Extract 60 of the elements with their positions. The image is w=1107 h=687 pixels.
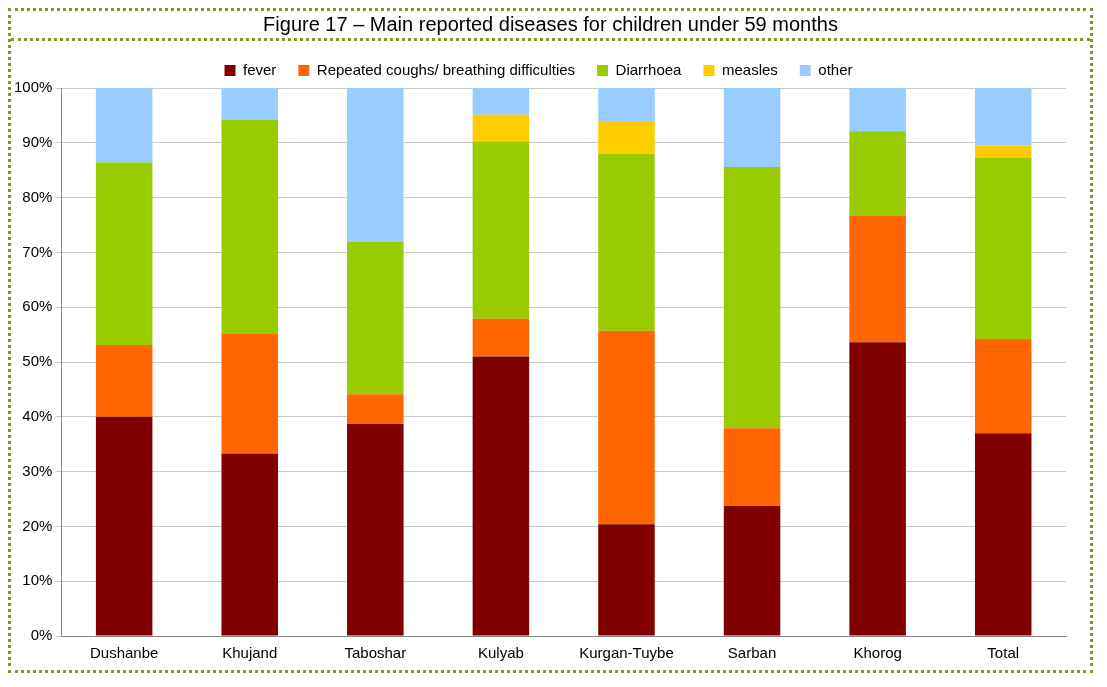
x-tick-label: Kulyab (477, 644, 524, 662)
y-tick-label: 0% (30, 626, 53, 644)
y-tick-label: 30% (22, 461, 53, 479)
bar (472, 318, 530, 357)
legend-label: Repeated coughs/ breathing difficulties (316, 60, 576, 78)
bar (221, 88, 278, 120)
bar (221, 119, 278, 335)
bar (849, 342, 906, 636)
bar (849, 131, 906, 216)
y-tick-label: 60% (22, 297, 53, 315)
bar (472, 356, 530, 636)
bar (347, 423, 404, 636)
y-tick-label: 100% (13, 78, 53, 96)
y-tick-label: 20% (22, 516, 53, 534)
bar (974, 433, 1032, 636)
bar (974, 88, 1032, 146)
bar (598, 153, 655, 331)
bar (974, 338, 1032, 434)
x-tick-label: Dushanbe (89, 644, 159, 662)
bar (974, 157, 1032, 339)
bar (723, 506, 781, 636)
legend-label: other (818, 60, 853, 78)
legend-label: measles (721, 60, 778, 78)
bar (598, 120, 655, 154)
bar (598, 88, 655, 121)
bar (95, 88, 153, 163)
bar (347, 88, 404, 242)
y-tick-label: 80% (22, 187, 53, 205)
bar (347, 241, 404, 395)
x-tick-label: Khujand (222, 644, 278, 662)
y-tick-label: 10% (22, 571, 53, 589)
bar (95, 416, 153, 636)
bar (723, 428, 781, 507)
bar (723, 88, 781, 167)
y-tick-label: 70% (22, 242, 53, 260)
bar (221, 453, 278, 636)
y-tick-label: 90% (22, 132, 53, 150)
bar (472, 141, 530, 319)
bar (849, 88, 906, 132)
y-tick-label: 50% (22, 352, 53, 370)
bar (598, 524, 655, 636)
bar (849, 215, 906, 343)
chart-title: Figure 17 – Main reported diseases for children under 59 months (11, 11, 1090, 41)
x-tick-label: Sarban (727, 644, 777, 662)
bar (598, 330, 655, 525)
bar (221, 334, 278, 454)
bar (472, 88, 530, 115)
bar (95, 345, 153, 417)
x-tick-label: Kurgan-Tuybe (579, 644, 674, 662)
bar (723, 166, 781, 429)
bar (95, 162, 153, 346)
legend-label: fever (243, 60, 277, 78)
bar (974, 145, 1032, 158)
x-tick-label: Total (987, 644, 1020, 662)
legend-label: Diarrhoea (615, 60, 683, 78)
x-tick-label: Taboshar (344, 644, 407, 662)
bar (347, 394, 404, 424)
bar (472, 114, 530, 142)
x-tick-label: Khorog (853, 644, 902, 662)
y-tick-label: 40% (22, 406, 53, 424)
